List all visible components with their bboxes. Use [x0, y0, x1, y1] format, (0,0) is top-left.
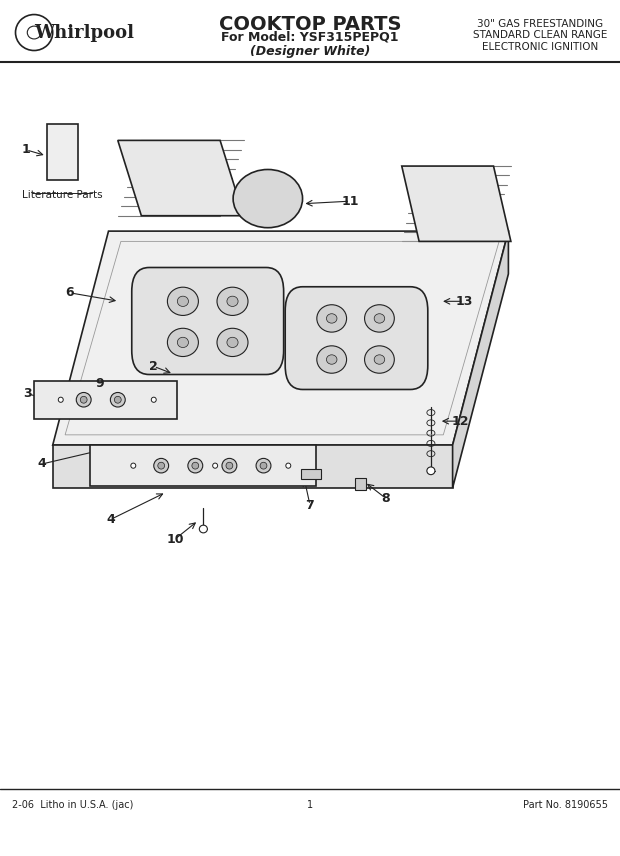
Polygon shape — [34, 381, 177, 419]
Ellipse shape — [158, 462, 165, 469]
Text: 7: 7 — [306, 498, 314, 512]
Ellipse shape — [365, 305, 394, 332]
Text: 1: 1 — [22, 143, 30, 157]
Ellipse shape — [154, 459, 169, 473]
Polygon shape — [402, 166, 511, 241]
Polygon shape — [53, 231, 508, 445]
Ellipse shape — [167, 328, 198, 357]
Ellipse shape — [317, 305, 347, 332]
Text: 6: 6 — [65, 286, 74, 300]
Ellipse shape — [227, 296, 238, 306]
Text: 12: 12 — [451, 414, 469, 428]
Ellipse shape — [76, 392, 91, 407]
Text: 4: 4 — [106, 513, 115, 526]
Ellipse shape — [213, 463, 218, 468]
Polygon shape — [453, 231, 508, 488]
Text: Whirlpool: Whirlpool — [33, 23, 134, 42]
Ellipse shape — [110, 392, 125, 407]
Polygon shape — [118, 140, 244, 216]
Ellipse shape — [192, 462, 198, 469]
Text: For Model: YSF315PEPQ1: For Model: YSF315PEPQ1 — [221, 31, 399, 44]
Text: 9: 9 — [95, 377, 104, 390]
Text: 2: 2 — [149, 360, 158, 373]
Polygon shape — [355, 478, 366, 490]
Ellipse shape — [151, 397, 156, 402]
Ellipse shape — [131, 463, 136, 468]
Ellipse shape — [374, 355, 384, 365]
Ellipse shape — [217, 328, 248, 357]
Ellipse shape — [217, 288, 248, 316]
Ellipse shape — [188, 459, 203, 473]
Ellipse shape — [317, 346, 347, 373]
Text: 10: 10 — [166, 532, 184, 546]
Ellipse shape — [177, 337, 188, 348]
Text: 2-06  Litho in U.S.A. (jac): 2-06 Litho in U.S.A. (jac) — [12, 800, 134, 811]
Text: 30" GAS FREESTANDING
STANDARD CLEAN RANGE
ELECTRONIC IGNITION: 30" GAS FREESTANDING STANDARD CLEAN RANG… — [473, 19, 608, 52]
Ellipse shape — [327, 355, 337, 365]
FancyBboxPatch shape — [285, 287, 428, 389]
Polygon shape — [53, 445, 453, 488]
Ellipse shape — [327, 314, 337, 324]
Ellipse shape — [222, 459, 237, 473]
Text: 11: 11 — [342, 194, 359, 208]
Text: 3: 3 — [24, 387, 32, 401]
Text: 13: 13 — [455, 294, 472, 308]
Polygon shape — [301, 469, 321, 479]
Ellipse shape — [286, 463, 291, 468]
Text: eReplacementParts.com: eReplacementParts.com — [216, 429, 404, 444]
Ellipse shape — [260, 462, 267, 469]
Ellipse shape — [256, 459, 271, 473]
Text: COOKTOP PARTS: COOKTOP PARTS — [219, 15, 401, 34]
Text: 8: 8 — [381, 491, 390, 505]
Ellipse shape — [226, 462, 233, 469]
Polygon shape — [46, 124, 78, 180]
Ellipse shape — [81, 396, 87, 403]
Text: 4: 4 — [38, 457, 46, 471]
Ellipse shape — [427, 467, 435, 474]
Text: Literature Parts: Literature Parts — [22, 190, 102, 200]
Ellipse shape — [233, 169, 303, 228]
Ellipse shape — [114, 396, 121, 403]
Ellipse shape — [177, 296, 188, 306]
FancyBboxPatch shape — [131, 267, 284, 375]
Text: (Designer White): (Designer White) — [250, 45, 370, 57]
Text: Part No. 8190655: Part No. 8190655 — [523, 800, 608, 811]
Polygon shape — [90, 445, 316, 486]
Ellipse shape — [167, 288, 198, 316]
Ellipse shape — [374, 314, 384, 324]
Text: 1: 1 — [307, 800, 313, 811]
Ellipse shape — [58, 397, 63, 402]
Ellipse shape — [200, 525, 207, 532]
Ellipse shape — [227, 337, 238, 348]
Ellipse shape — [365, 346, 394, 373]
